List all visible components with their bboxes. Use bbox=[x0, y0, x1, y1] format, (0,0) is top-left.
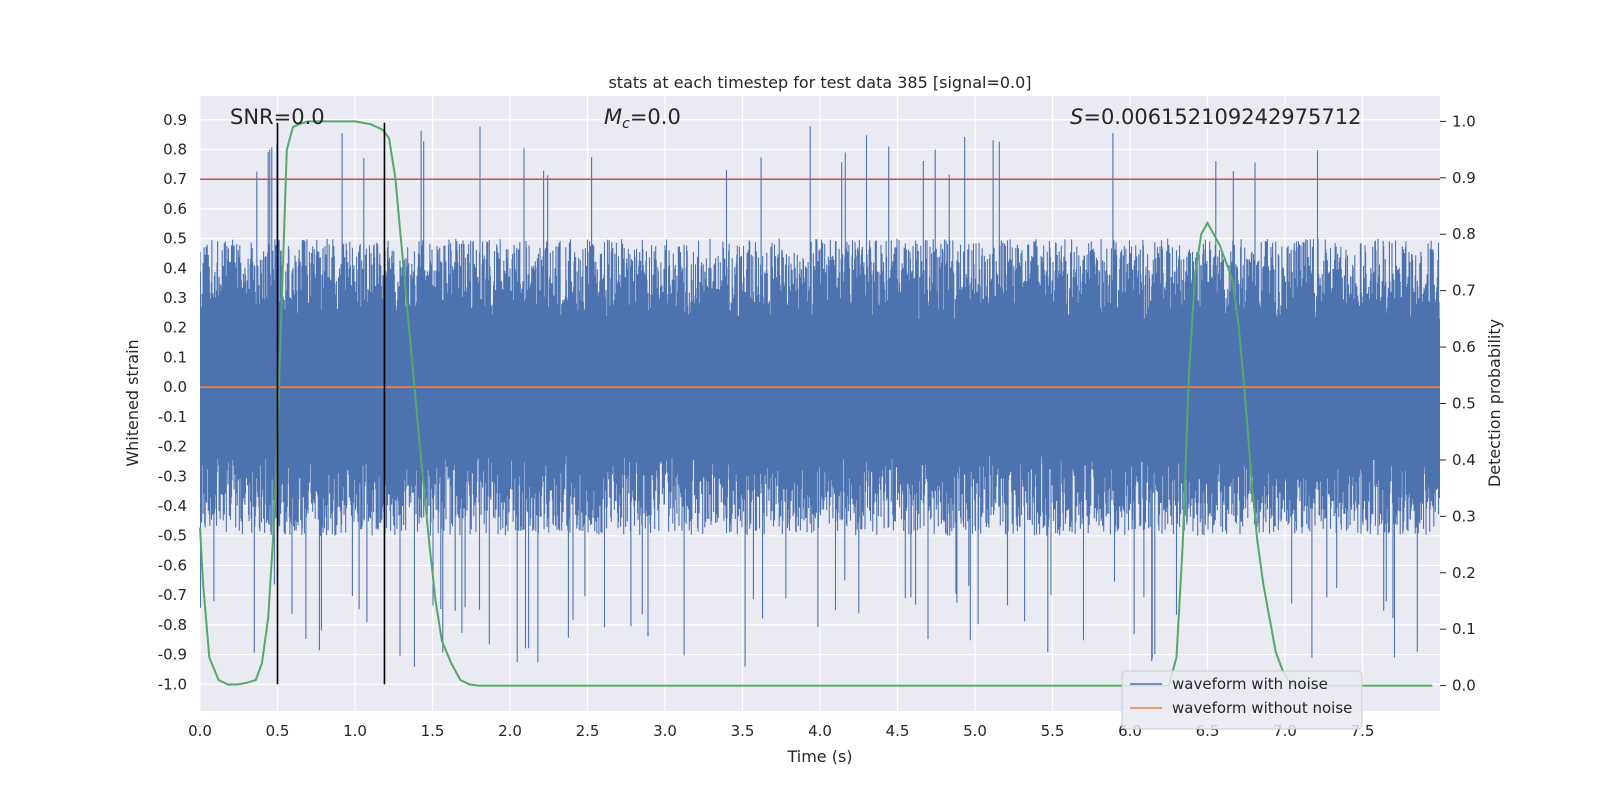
y-tick-label: 0.9 bbox=[163, 111, 187, 129]
mc-symbol: M bbox=[604, 105, 622, 129]
x-tick-label: 0.5 bbox=[266, 722, 290, 740]
mc-subscript: c bbox=[622, 116, 630, 132]
y2-axis-label: Detection probability bbox=[1485, 319, 1504, 487]
legend: waveform with noise waveform without noi… bbox=[1121, 670, 1363, 730]
y2-tick-label: 0.5 bbox=[1452, 395, 1476, 413]
x-tick-label: 1.0 bbox=[343, 722, 367, 740]
reference-lines-layer bbox=[200, 178, 1440, 389]
y-tick-label: 0.0 bbox=[163, 378, 187, 396]
y-tick-label: 0.8 bbox=[163, 140, 187, 158]
mc-value: =0.0 bbox=[630, 105, 681, 129]
legend-label-noisy: waveform with noise bbox=[1172, 675, 1328, 693]
y-tick-label: 0.6 bbox=[163, 200, 187, 218]
y-tick-label: -0.7 bbox=[158, 586, 187, 604]
y2-tick-label: 0.8 bbox=[1452, 225, 1476, 243]
y-tick-label: 0.4 bbox=[163, 259, 187, 277]
s-statistic-annotation: S=0.006152109242975712 bbox=[1070, 105, 1361, 129]
y2-tick-label: 0.1 bbox=[1452, 620, 1476, 638]
x-tick-label: 4.0 bbox=[808, 722, 832, 740]
chirp-mass-annotation: Mc=0.0 bbox=[604, 105, 681, 132]
y-tick-label: -0.1 bbox=[158, 408, 187, 426]
legend-label-clean: waveform without noise bbox=[1172, 699, 1352, 717]
y2-tick-label: 0.6 bbox=[1452, 338, 1476, 356]
y-axis-label: Whitened strain bbox=[123, 339, 142, 466]
legend-box bbox=[1121, 670, 1363, 730]
x-tick-label: 4.5 bbox=[886, 722, 910, 740]
y-tick-label: -0.8 bbox=[158, 616, 187, 634]
y-tick-label: -0.5 bbox=[158, 527, 187, 545]
y2-tick-label: 1.0 bbox=[1452, 112, 1476, 130]
y-tick-label: -0.2 bbox=[158, 438, 187, 456]
x-tick-label: 2.5 bbox=[576, 722, 600, 740]
y-tick-label: 0.2 bbox=[163, 319, 187, 337]
y-tick-label: -1.0 bbox=[158, 675, 187, 693]
probability-layer bbox=[199, 120, 1433, 687]
detection-probability-series bbox=[199, 120, 1433, 687]
x-axis-label: Time (s) bbox=[786, 747, 852, 766]
y-tick-label: -0.3 bbox=[158, 467, 187, 485]
x-tick-label: 1.5 bbox=[421, 722, 445, 740]
y2-tick-label: 0.4 bbox=[1452, 451, 1476, 469]
x-tick-label: 3.0 bbox=[653, 722, 677, 740]
y2-tick-label: 0.3 bbox=[1452, 507, 1476, 525]
y-tick-label: -0.4 bbox=[158, 497, 187, 515]
y-tick-label: 0.1 bbox=[163, 348, 187, 366]
y-tick-label: -0.6 bbox=[158, 556, 187, 574]
snr-annotation: SNR=0.0 bbox=[230, 105, 325, 129]
x-tick-label: 3.5 bbox=[731, 722, 755, 740]
s-symbol: S bbox=[1070, 105, 1083, 129]
x-tick-label: 2.0 bbox=[498, 722, 522, 740]
x-tick-label: 5.0 bbox=[963, 722, 987, 740]
y2-tick-label: 0.0 bbox=[1452, 677, 1476, 695]
y-tick-label: -0.9 bbox=[158, 646, 187, 664]
s-value: =0.006152109242975712 bbox=[1083, 105, 1361, 129]
y-tick-label: 0.5 bbox=[163, 230, 187, 248]
y2-tick-label: 0.2 bbox=[1452, 564, 1476, 582]
y-tick-label: 0.3 bbox=[163, 289, 187, 307]
y2-tick-label: 0.9 bbox=[1452, 169, 1476, 187]
x-tick-label: 5.5 bbox=[1041, 722, 1065, 740]
noisy-waveform-series bbox=[200, 126, 1440, 667]
noisy-waveform-layer bbox=[200, 126, 1440, 667]
chart-title: stats at each timestep for test data 385… bbox=[608, 73, 1031, 92]
y2-tick-label: 0.7 bbox=[1452, 282, 1476, 300]
axes-layer: 0.0 0.5 1.0 1.5 2.0 2.5 3.0 3.5 4.0 4.5 5.0 5.5 6.0 6… bbox=[158, 111, 1476, 740]
x-tick-label: 0.0 bbox=[188, 722, 212, 740]
y-tick-label: 0.7 bbox=[163, 170, 187, 188]
